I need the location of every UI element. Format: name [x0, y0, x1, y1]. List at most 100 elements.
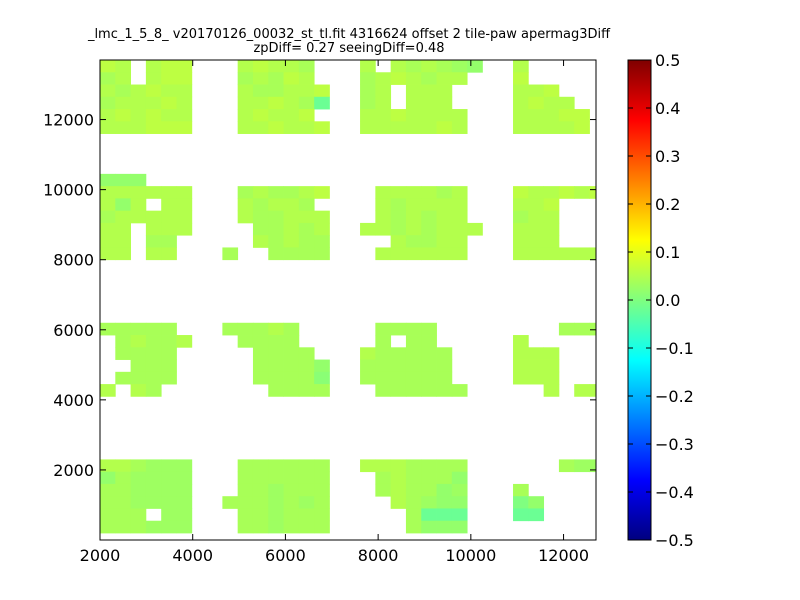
heatmap-cell [145, 96, 162, 110]
heatmap-cell [589, 322, 597, 336]
heatmap-cell [161, 471, 177, 485]
heatmap-cell [360, 371, 376, 385]
heatmap-cell [115, 371, 131, 385]
colorbar-tick-label: 0.4 [655, 99, 680, 118]
heatmap-cell [574, 322, 590, 336]
heatmap-cell [268, 222, 284, 236]
y-tick-label: 10000 [43, 181, 94, 200]
heatmap-cell [513, 359, 529, 373]
heatmap-cell [237, 186, 254, 199]
heatmap-cell [405, 247, 422, 261]
heatmap-cell [283, 109, 300, 122]
heatmap-cell [528, 508, 545, 522]
heatmap-cell [252, 186, 269, 199]
heatmap-cell [145, 471, 162, 485]
heatmap-cell [222, 247, 239, 261]
heatmap-cell [405, 96, 422, 110]
heatmap-cell [298, 60, 315, 73]
heatmap-cell [375, 210, 392, 224]
heatmap-cell [298, 247, 315, 261]
heatmap-cell [268, 520, 284, 534]
heatmap-cell [360, 96, 376, 110]
heatmap-cell [237, 198, 254, 212]
heatmap-cell [375, 471, 392, 485]
heatmap-cell [405, 210, 422, 224]
heatmap-cell [513, 483, 529, 497]
heatmap-cell [252, 335, 269, 348]
heatmap-cell [405, 235, 422, 248]
heatmap-cell [543, 347, 560, 360]
heatmap-cell [314, 359, 330, 373]
heatmap-cell [436, 109, 453, 122]
heatmap-cell [421, 222, 437, 236]
heatmap-cell [115, 459, 131, 473]
heatmap-cell [161, 235, 177, 248]
heatmap-cell [314, 471, 330, 485]
heatmap-cell [298, 121, 315, 134]
heatmap-cell [421, 371, 437, 385]
heatmap-cell [528, 96, 545, 110]
heatmap-cell [268, 96, 284, 110]
heatmap-cell [451, 483, 468, 497]
heatmap-cell [405, 347, 422, 360]
heatmap-cell [176, 198, 193, 212]
heatmap-cell [436, 459, 453, 473]
heatmap-cell [467, 60, 483, 73]
heatmap-cell [237, 84, 254, 98]
y-tick-label: 4000 [53, 391, 94, 410]
heatmap-cell [513, 235, 529, 248]
heatmap-cell [283, 60, 300, 73]
heatmap-cell [543, 96, 560, 110]
heatmap-cell [176, 121, 193, 134]
heatmap-cell [100, 471, 116, 485]
heatmap-cell [298, 371, 315, 385]
heatmap-cell [161, 347, 177, 360]
heatmap-cell [176, 335, 193, 348]
heatmap-cell [436, 186, 453, 199]
heatmap-cell [390, 210, 407, 224]
heatmap-cell [451, 109, 468, 122]
heatmap-cell [375, 459, 392, 473]
heatmap-cell [283, 247, 300, 261]
heatmap-cell [252, 235, 269, 248]
heatmap-cell [268, 471, 284, 485]
colorbar-tick-label: 0.1 [655, 243, 680, 262]
heatmap-cell [375, 483, 392, 497]
heatmap-cell [436, 210, 453, 224]
heatmap-cell [528, 121, 545, 134]
heatmap-cell [145, 384, 162, 397]
heatmap-cell [161, 109, 177, 122]
heatmap-cell [543, 222, 560, 236]
heatmap-cell [176, 459, 193, 473]
heatmap-cell [528, 496, 545, 509]
heatmap-cell [375, 371, 392, 385]
heatmap-cell [574, 109, 590, 122]
heatmap-cell [390, 72, 407, 85]
heatmap-cell [115, 471, 131, 485]
heatmap-cell [252, 222, 269, 236]
heatmap-cell [314, 459, 330, 473]
colorbar-tick-label: −0.2 [655, 387, 694, 406]
heatmap-cell [421, 60, 437, 73]
heatmap-cell [115, 198, 131, 212]
heatmap-cell [130, 483, 147, 497]
heatmap-cell [161, 121, 177, 134]
heatmap-cell [405, 84, 422, 98]
heatmap-cell [513, 121, 529, 134]
heatmap-cell [176, 222, 193, 236]
heatmap-cell [115, 121, 131, 134]
heatmap-cell [145, 496, 162, 509]
heatmap-cell [252, 459, 269, 473]
heatmap-cell [513, 210, 529, 224]
plot-frame [99, 59, 597, 541]
x-tick-label: 6000 [265, 546, 306, 565]
heatmap-cell [528, 222, 545, 236]
x-tick-label: 8000 [358, 546, 399, 565]
heatmap-cell [405, 483, 422, 497]
x-tick-label: 4000 [172, 546, 213, 565]
heatmap-cell [268, 235, 284, 248]
heatmap-cell [405, 109, 422, 122]
heatmap-cell [558, 186, 575, 199]
heatmap-cell [390, 235, 407, 248]
heatmap-cell [528, 371, 545, 385]
